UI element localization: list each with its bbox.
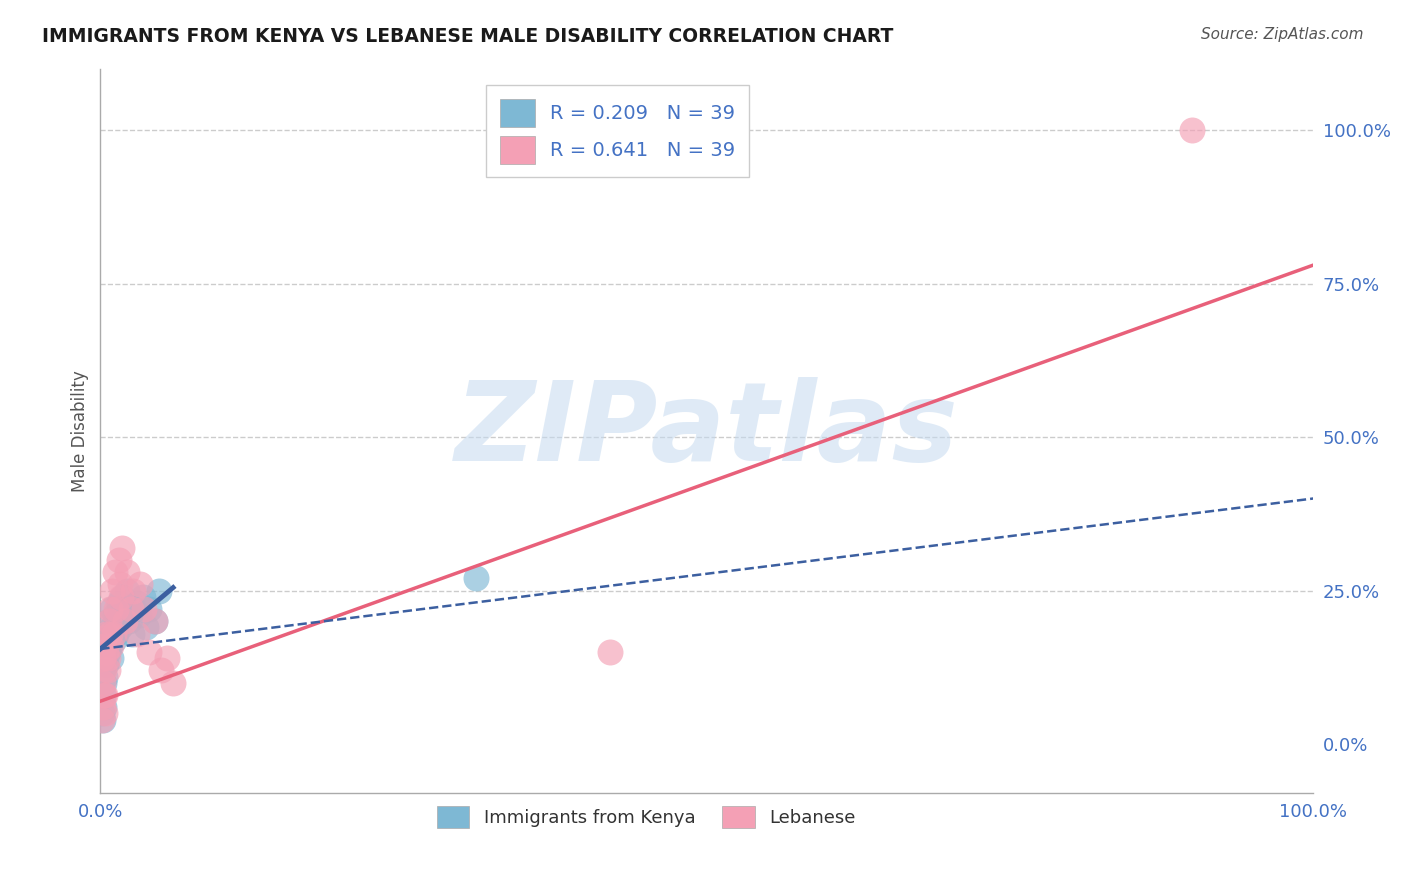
Point	[132, 602, 155, 616]
Point	[143, 615, 166, 629]
Text: Source: ZipAtlas.com: Source: ZipAtlas.com	[1201, 27, 1364, 42]
Point	[129, 577, 152, 591]
Point	[108, 577, 131, 591]
Point	[125, 596, 148, 610]
Point	[105, 615, 128, 629]
Point	[111, 590, 134, 604]
Point	[90, 713, 112, 727]
Point	[108, 620, 131, 634]
Text: IMMIGRANTS FROM KENYA VS LEBANESE MALE DISABILITY CORRELATION CHART: IMMIGRANTS FROM KENYA VS LEBANESE MALE D…	[42, 27, 894, 45]
Point	[128, 608, 150, 623]
Point	[111, 541, 134, 555]
Point	[132, 590, 155, 604]
Point	[115, 583, 138, 598]
Point	[100, 651, 122, 665]
Point	[148, 583, 170, 598]
Point	[96, 626, 118, 640]
Point	[122, 583, 145, 598]
Point	[104, 608, 127, 623]
Point	[120, 602, 142, 616]
Point	[101, 583, 124, 598]
Point	[97, 651, 120, 665]
Point	[91, 664, 114, 678]
Point	[91, 675, 114, 690]
Point	[118, 615, 141, 629]
Point	[97, 615, 120, 629]
Point	[465, 571, 488, 585]
Y-axis label: Male Disability: Male Disability	[72, 370, 89, 491]
Point	[162, 675, 184, 690]
Point	[97, 626, 120, 640]
Point	[93, 639, 115, 653]
Point	[121, 626, 143, 640]
Point	[125, 626, 148, 640]
Point	[94, 670, 117, 684]
Point	[93, 664, 115, 678]
Point	[105, 602, 128, 616]
Point	[98, 602, 121, 616]
Point	[138, 645, 160, 659]
Point	[93, 675, 115, 690]
Point	[143, 615, 166, 629]
Point	[599, 645, 621, 659]
Point	[96, 632, 118, 647]
Point	[97, 645, 120, 659]
Point	[103, 632, 125, 647]
Point	[93, 651, 115, 665]
Point	[94, 688, 117, 702]
Point	[91, 700, 114, 714]
Point	[94, 706, 117, 721]
Point	[150, 664, 173, 678]
Point	[91, 713, 114, 727]
Point	[114, 615, 136, 629]
Point	[110, 590, 132, 604]
Point	[110, 608, 132, 623]
Point	[98, 639, 121, 653]
Point	[97, 664, 120, 678]
Point	[98, 626, 121, 640]
Point	[138, 602, 160, 616]
Point	[97, 615, 120, 629]
Point	[115, 565, 138, 579]
Point	[96, 645, 118, 659]
Legend: Immigrants from Kenya, Lebanese: Immigrants from Kenya, Lebanese	[429, 798, 863, 835]
Point	[94, 639, 117, 653]
Point	[96, 657, 118, 672]
Point	[90, 706, 112, 721]
Point	[93, 688, 115, 702]
Point	[156, 651, 179, 665]
Point	[91, 688, 114, 702]
Point	[103, 626, 125, 640]
Point	[101, 602, 124, 616]
Point	[1181, 123, 1204, 137]
Point	[135, 620, 157, 634]
Point	[93, 700, 115, 714]
Text: ZIPatlas: ZIPatlas	[456, 377, 959, 484]
Point	[100, 639, 122, 653]
Point	[105, 626, 128, 640]
Point	[101, 620, 124, 634]
Point	[91, 651, 114, 665]
Point	[124, 602, 146, 616]
Point	[104, 565, 127, 579]
Point	[107, 553, 129, 567]
Point	[107, 596, 129, 610]
Point	[114, 602, 136, 616]
